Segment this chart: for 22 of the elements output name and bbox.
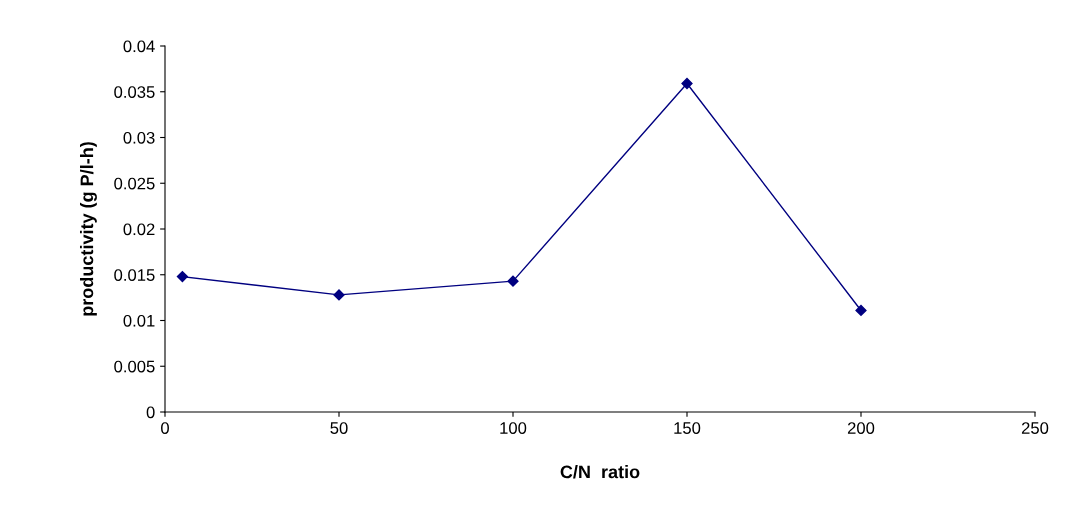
x-tick-label: 200 <box>847 422 875 434</box>
y-tick-label: 0.015 <box>114 269 155 281</box>
y-tick-label: 0.005 <box>114 360 155 373</box>
x-tick-label: 0 <box>161 422 169 434</box>
x-axis-title: C/N ratio <box>560 465 640 479</box>
y-tick-label: 0.025 <box>114 177 155 190</box>
point <box>176 270 189 283</box>
x-tick-label: 250 <box>1021 422 1049 434</box>
y-tick-label: 0.01 <box>123 314 155 327</box>
y-tick-label: 0.02 <box>123 223 155 236</box>
point <box>507 275 519 287</box>
point <box>333 289 345 301</box>
y-axis-title: productivity (g P/l-h) <box>80 142 97 316</box>
x-tick-label: 100 <box>500 422 527 434</box>
x-tick-label: 50 <box>330 422 348 434</box>
y-tick-label: 0 <box>146 406 155 419</box>
y-tick-label: 0.03 <box>123 131 155 144</box>
y-tick-label: 0.035 <box>114 86 155 98</box>
point <box>855 304 867 317</box>
x-tick-label: 150 <box>674 422 701 434</box>
point <box>681 77 693 90</box>
y-tick-label: 0.04 <box>123 40 155 53</box>
